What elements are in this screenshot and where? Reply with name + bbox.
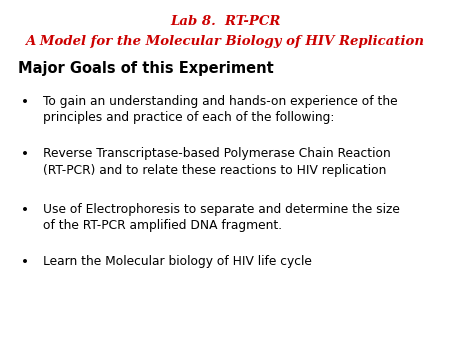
- Text: Reverse Transcriptase-based Polymerase Chain Reaction
(RT-PCR) and to relate the: Reverse Transcriptase-based Polymerase C…: [43, 147, 391, 176]
- Text: Lab 8.  RT-PCR: Lab 8. RT-PCR: [170, 15, 280, 28]
- Text: Major Goals of this Experiment: Major Goals of this Experiment: [18, 61, 274, 76]
- Text: •: •: [21, 147, 29, 161]
- Text: Learn the Molecular biology of HIV life cycle: Learn the Molecular biology of HIV life …: [43, 255, 311, 268]
- Text: To gain an understanding and hands-on experience of the
principles and practice : To gain an understanding and hands-on ex…: [43, 95, 397, 124]
- Text: •: •: [21, 255, 29, 269]
- Text: Use of Electrophoresis to separate and determine the size
of the RT-PCR amplifie: Use of Electrophoresis to separate and d…: [43, 203, 400, 232]
- Text: A Model for the Molecular Biology of HIV Replication: A Model for the Molecular Biology of HIV…: [26, 35, 424, 48]
- Text: •: •: [21, 95, 29, 108]
- Text: •: •: [21, 203, 29, 217]
